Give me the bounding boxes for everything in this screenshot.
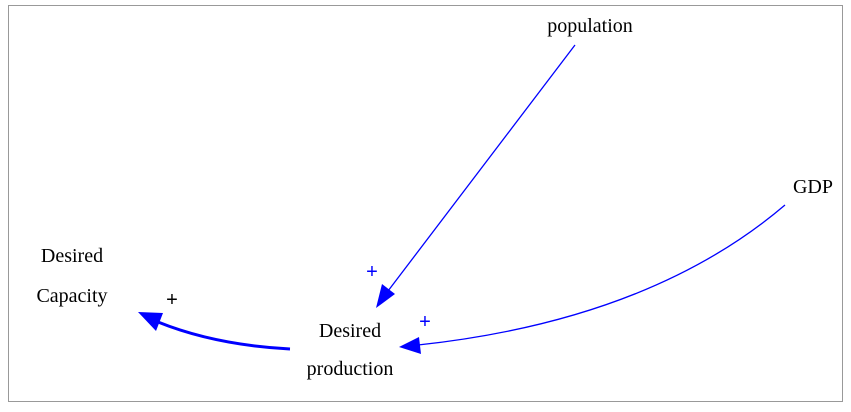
frame <box>8 5 843 402</box>
link-arrow <box>387 44 576 292</box>
polarity: + <box>419 311 431 333</box>
node-label: population <box>547 15 633 37</box>
node-label: Capacity <box>36 285 107 307</box>
polarity: + <box>366 261 378 283</box>
link-arrow <box>417 204 786 346</box>
arrowhead <box>399 337 421 354</box>
node-label: Desired <box>41 245 103 267</box>
arrowhead <box>138 312 163 331</box>
link-arrow <box>157 320 291 351</box>
polarity: + <box>166 289 178 311</box>
arrowhead <box>376 284 395 308</box>
node-label: GDP <box>793 176 833 198</box>
node-label: Desired <box>319 320 381 342</box>
node-label: production <box>307 358 394 380</box>
